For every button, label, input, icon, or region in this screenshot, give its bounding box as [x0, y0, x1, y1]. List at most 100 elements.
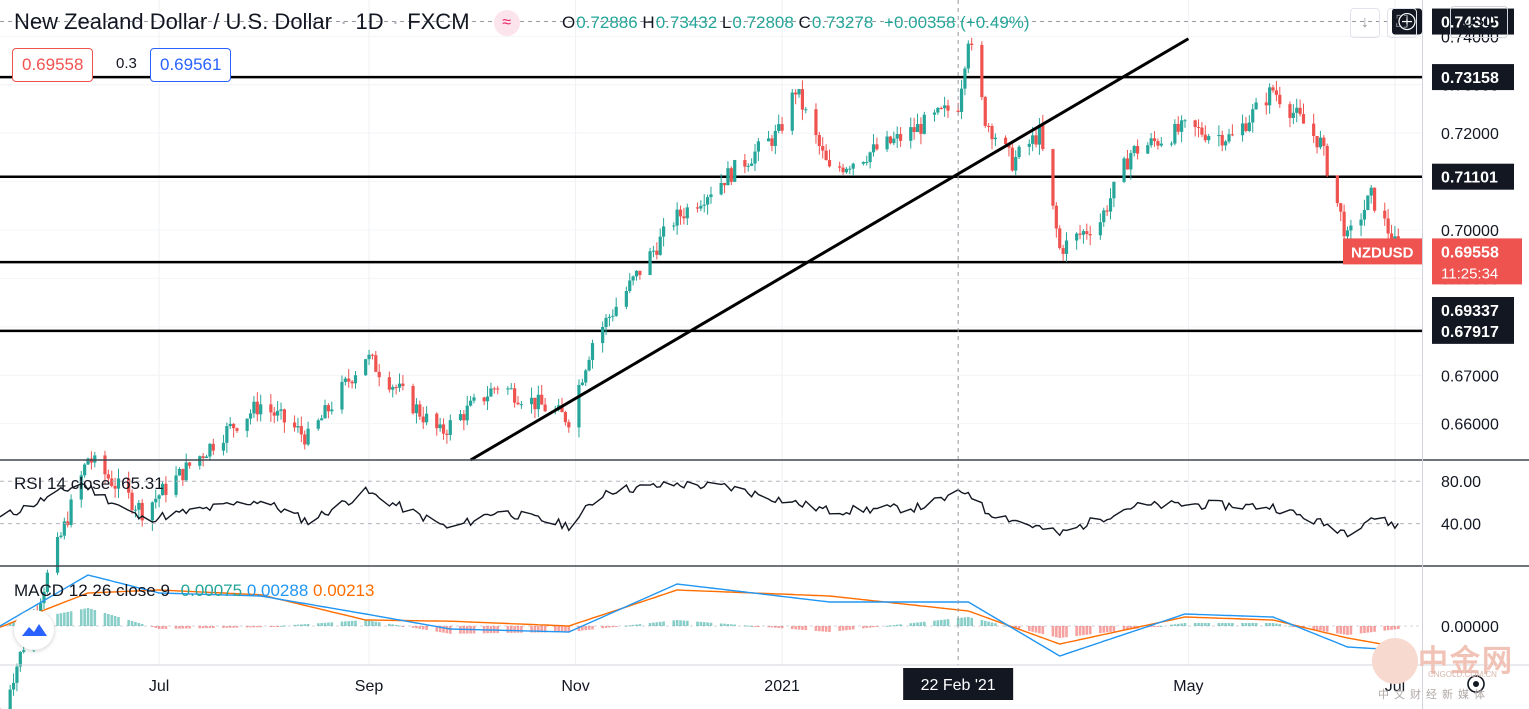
candle-up [915, 124, 920, 133]
macd-histogram-bar [1017, 626, 1021, 629]
candle-up [1169, 143, 1174, 145]
candle-down [919, 124, 923, 134]
macd-histogram-bar [824, 626, 828, 632]
macd-histogram-bar [1038, 626, 1041, 634]
candle-up [160, 483, 165, 496]
macd-histogram-bar [509, 626, 513, 633]
macd-histogram-bar [93, 610, 97, 626]
currency-button[interactable]: USD [1450, 6, 1508, 38]
candle-up [1254, 102, 1258, 110]
macd-histogram-bar [672, 620, 676, 626]
candle-up [1075, 233, 1079, 241]
candle-up [922, 114, 926, 134]
macd-histogram-bar [838, 626, 841, 631]
candle-down [350, 381, 354, 384]
candle-down [838, 166, 842, 168]
price-tick-label: 0.70000 [1441, 223, 1499, 240]
macd-histogram-bar [1363, 626, 1366, 633]
candle-down [888, 136, 893, 144]
macd-histogram-bar [293, 624, 296, 626]
macd-histogram-bar [1088, 626, 1092, 635]
macd-histogram-bar [885, 625, 889, 627]
interval[interactable]: 1D [355, 9, 384, 34]
candle-down [421, 416, 425, 423]
sell-button[interactable]: 0.69558 [12, 48, 94, 82]
macd-histogram-bar [1224, 623, 1227, 626]
candle-up [628, 280, 632, 291]
macd-histogram-bar [655, 622, 659, 626]
candle-up [750, 163, 754, 166]
macd-label[interactable]: MACD 12 26 close 9 [14, 581, 170, 600]
macd-histogram-bar [354, 620, 357, 626]
macd-histogram-bar [581, 626, 584, 631]
candle-up [1159, 143, 1163, 146]
macd-histogram-bar [283, 625, 286, 627]
symbol-tag: NZDUSD [1351, 244, 1414, 261]
candle-down [1278, 94, 1282, 105]
candle-up [943, 105, 947, 109]
macd-histogram-bar [1061, 626, 1065, 638]
tradingview-logo-icon[interactable] [14, 610, 54, 650]
candle-down [1136, 146, 1140, 154]
horizontal-levels[interactable] [0, 75, 1422, 333]
macd-histogram-bar [110, 615, 114, 626]
candle-down [1373, 187, 1377, 211]
macd-pane [0, 574, 1422, 657]
separator-dot: · [340, 9, 348, 34]
candle-up [871, 144, 876, 153]
macd-histogram-bar [134, 622, 137, 626]
macd-histogram-bar [1373, 626, 1376, 632]
macd-histogram-bar [415, 626, 418, 629]
fullscreen-icon[interactable]: ⛶ [1387, 8, 1417, 38]
macd-histogram-bar [899, 624, 902, 626]
candle-up [892, 138, 896, 144]
exchange: FXCM [407, 9, 470, 34]
candle-up [584, 370, 588, 383]
macd-histogram-bar [1153, 626, 1156, 627]
level-price-label: 0.73158 [1441, 70, 1499, 87]
macd-histogram-bar [1170, 624, 1173, 626]
high-value: 0.73432 [655, 13, 718, 32]
buy-button[interactable]: 0.69561 [150, 48, 232, 82]
macd-histogram-bar [1122, 626, 1126, 631]
macd-histogram-bar [872, 626, 875, 628]
macd-histogram-bar [767, 626, 770, 628]
candle-up [133, 509, 138, 511]
candle-up [1224, 141, 1228, 146]
macd-histogram-bar [164, 626, 168, 629]
candle-down [912, 127, 916, 133]
macd-histogram-bar [777, 626, 781, 628]
candle-down [326, 405, 331, 412]
macd-histogram-bar [1315, 626, 1319, 631]
download-icon[interactable]: ↓ [1350, 8, 1380, 38]
candle-down [987, 125, 991, 127]
macd-histogram-bar [516, 626, 520, 633]
candle-up [245, 418, 249, 431]
candle-up [648, 251, 652, 275]
rsi-label[interactable]: RSI 14 close [14, 474, 111, 493]
macd-histogram-bar [828, 626, 831, 632]
macd-histogram-bar [702, 622, 706, 626]
candle-up [22, 650, 26, 652]
macd-histogram-bar [540, 626, 544, 633]
macd-histogram-bar [137, 623, 141, 626]
candle-up [39, 603, 43, 615]
macd-histogram-bar [90, 609, 93, 626]
macd-histogram-bar [364, 620, 367, 626]
candle-up [719, 182, 723, 195]
candle-down [516, 402, 520, 405]
macd-histogram-bar [804, 626, 808, 631]
macd-histogram-bar [892, 625, 896, 627]
symbol-name[interactable]: New Zealand Dollar / U.S. Dollar [14, 9, 332, 34]
candle-down [1156, 141, 1160, 146]
macd-histogram-bar [1349, 626, 1353, 635]
candle-up [614, 306, 618, 316]
macd-histogram-bar [323, 622, 327, 626]
candle-down [970, 43, 974, 46]
macd-signal-value: 0.00213 [313, 581, 375, 600]
trendline[interactable] [469, 37, 1190, 462]
macd-histogram-bar [638, 624, 642, 626]
macd-histogram-bar [946, 619, 950, 626]
candle-up [936, 107, 940, 113]
